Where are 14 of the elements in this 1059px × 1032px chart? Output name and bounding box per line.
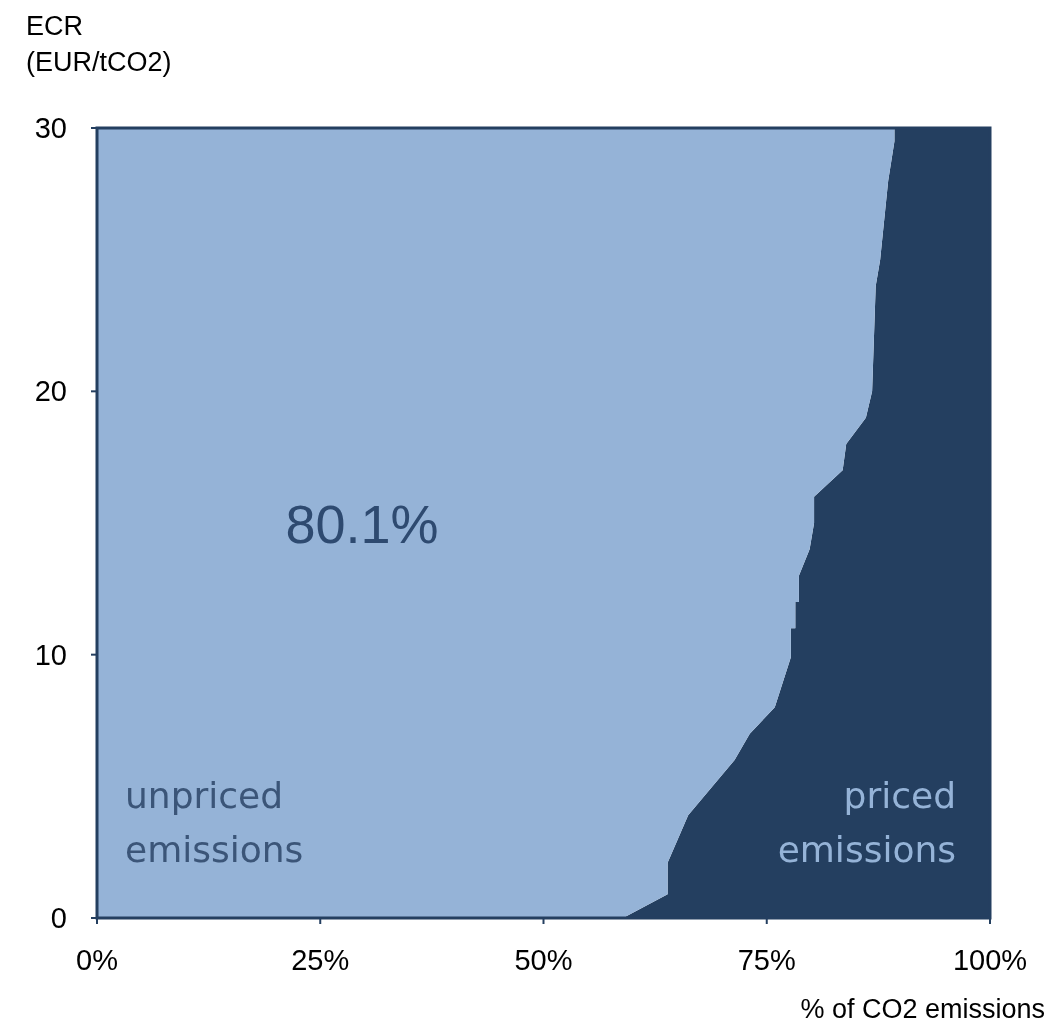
series-label: priced emissions bbox=[777, 775, 956, 870]
x-axis-title: % of CO2 emissions bbox=[800, 994, 1045, 1024]
x-tick-label: 0% bbox=[76, 944, 118, 976]
y-tick-label: 10 bbox=[34, 638, 67, 671]
y-tick-label: 30 bbox=[34, 112, 67, 144]
x-tick-label: 75% bbox=[737, 944, 796, 976]
x-tick-label: 50% bbox=[514, 944, 573, 976]
annotation: 80.1% bbox=[285, 494, 439, 554]
x-tick-label: 100% bbox=[952, 944, 1028, 976]
y-axis-title: ECR (EUR/tCO2) bbox=[26, 11, 172, 77]
x-tick-label: 25% bbox=[291, 944, 350, 976]
y-tick-label: 0 bbox=[50, 902, 67, 934]
series-label: unpriced emissions bbox=[125, 775, 304, 870]
y-tick-label: 20 bbox=[34, 375, 67, 408]
